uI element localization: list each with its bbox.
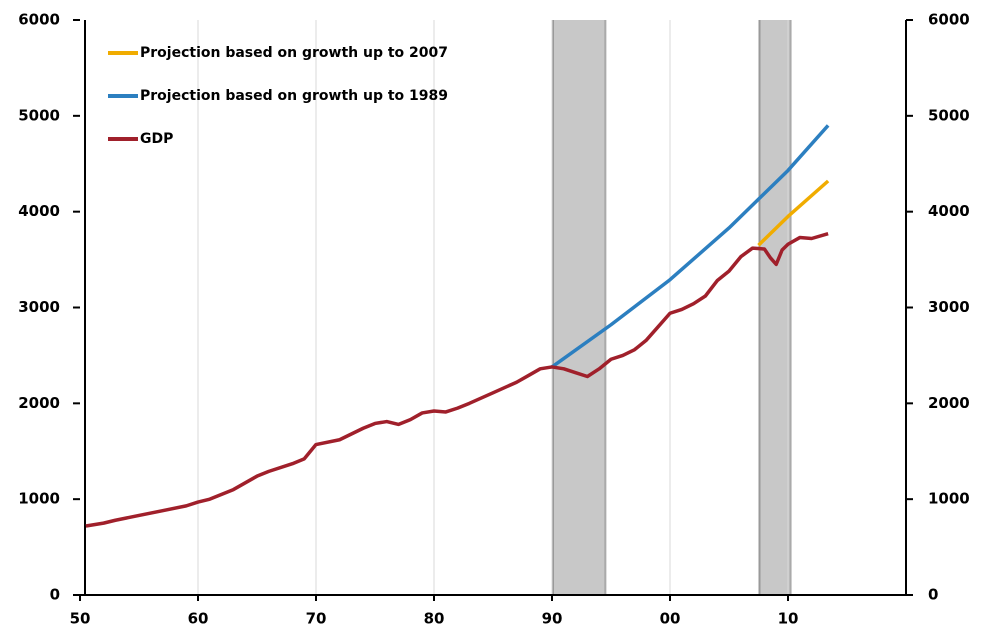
legend-label: Projection based on growth up to 1989 [140, 88, 448, 104]
y2-tick-label: 4000 [928, 202, 970, 220]
x-tick-label: 00 [660, 610, 681, 628]
x-tick-label: 60 [188, 610, 209, 628]
y2-tick-label: 2000 [928, 394, 970, 412]
x-tick-label: 90 [542, 610, 563, 628]
x-tick-label: 80 [424, 610, 445, 628]
y-tick-label: 6000 [18, 11, 60, 29]
y-tick-label: 3000 [18, 298, 60, 316]
y2-tick-label: 5000 [928, 106, 970, 124]
recession-band [552, 20, 607, 595]
y-tick-label: 1000 [18, 490, 60, 508]
series-line [85, 232, 829, 528]
recession-band [758, 20, 792, 595]
legend: Projection based on growth up to 2007 Pro… [108, 45, 448, 147]
y-tick-label: 4000 [18, 202, 60, 220]
legend-label: GDP [140, 131, 173, 147]
y-tick-label: 5000 [18, 106, 60, 124]
y2-tick-label: 6000 [928, 11, 970, 29]
y2-tick-label: 1000 [928, 490, 970, 508]
y2-tick-label: 3000 [928, 298, 970, 316]
y2-tick-label: 0 [928, 586, 938, 604]
series-line [550, 124, 830, 369]
y-tick-label: 2000 [18, 394, 60, 412]
x-tick-label: 70 [306, 610, 327, 628]
x-tick-label: 50 [70, 610, 91, 628]
series-line [757, 179, 830, 247]
x-tick-label: 10 [778, 610, 799, 628]
legend-label: Projection based on growth up to 2007 [140, 45, 448, 61]
y-tick-label: 0 [50, 586, 60, 604]
